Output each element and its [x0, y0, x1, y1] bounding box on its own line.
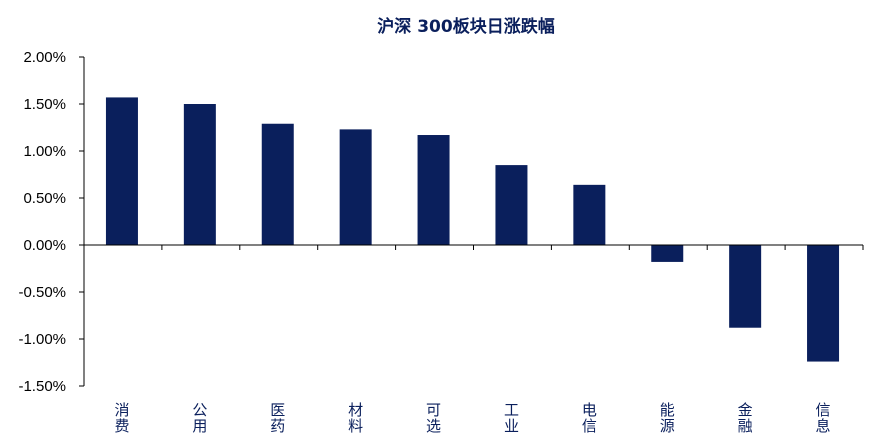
bar-9 [729, 245, 762, 328]
bar-5 [417, 135, 450, 245]
category-label: 公用 [192, 401, 207, 434]
bar-2 [183, 104, 216, 245]
category-label: 金融 [738, 401, 753, 434]
category-label: 材料 [348, 401, 363, 434]
category-label: 消费 [114, 401, 129, 434]
y-tick-label: 0.50% [23, 190, 66, 207]
category-label: 可选 [426, 401, 441, 434]
bar-4 [339, 129, 372, 245]
y-tick-label: 1.00% [23, 143, 66, 160]
bar-1 [105, 97, 138, 245]
bar-10 [807, 245, 840, 362]
y-tick-label: 1.50% [23, 96, 66, 113]
y-tick-label: -1.50% [18, 378, 66, 395]
y-tick-label: -0.50% [18, 284, 66, 301]
y-tick-label: 0.00% [23, 237, 66, 254]
bar-6 [495, 165, 528, 245]
bar-7 [573, 184, 606, 245]
category-label: 能源 [660, 401, 675, 434]
category-labels: 消费 公用 医药 材料 可选 工业 电信 能源 金融 信息 [114, 401, 830, 434]
y-axis: 2.00% 1.50% 1.00% 0.50% 0.00% -0.50% -1.00% -1.… [18, 49, 85, 395]
category-label: 工业 [504, 401, 519, 434]
bar-8 [651, 245, 684, 262]
category-label: 电信 [582, 401, 597, 434]
bars [105, 97, 840, 362]
x-axis [84, 244, 864, 250]
y-tick-label: -1.00% [18, 331, 66, 348]
y-tick-label: 2.00% [23, 49, 66, 66]
chart-title: 沪深 300板块日涨跌幅 [377, 16, 554, 37]
category-label: 信息 [816, 401, 831, 434]
category-label: 医药 [270, 401, 285, 434]
bar-3 [261, 123, 294, 245]
